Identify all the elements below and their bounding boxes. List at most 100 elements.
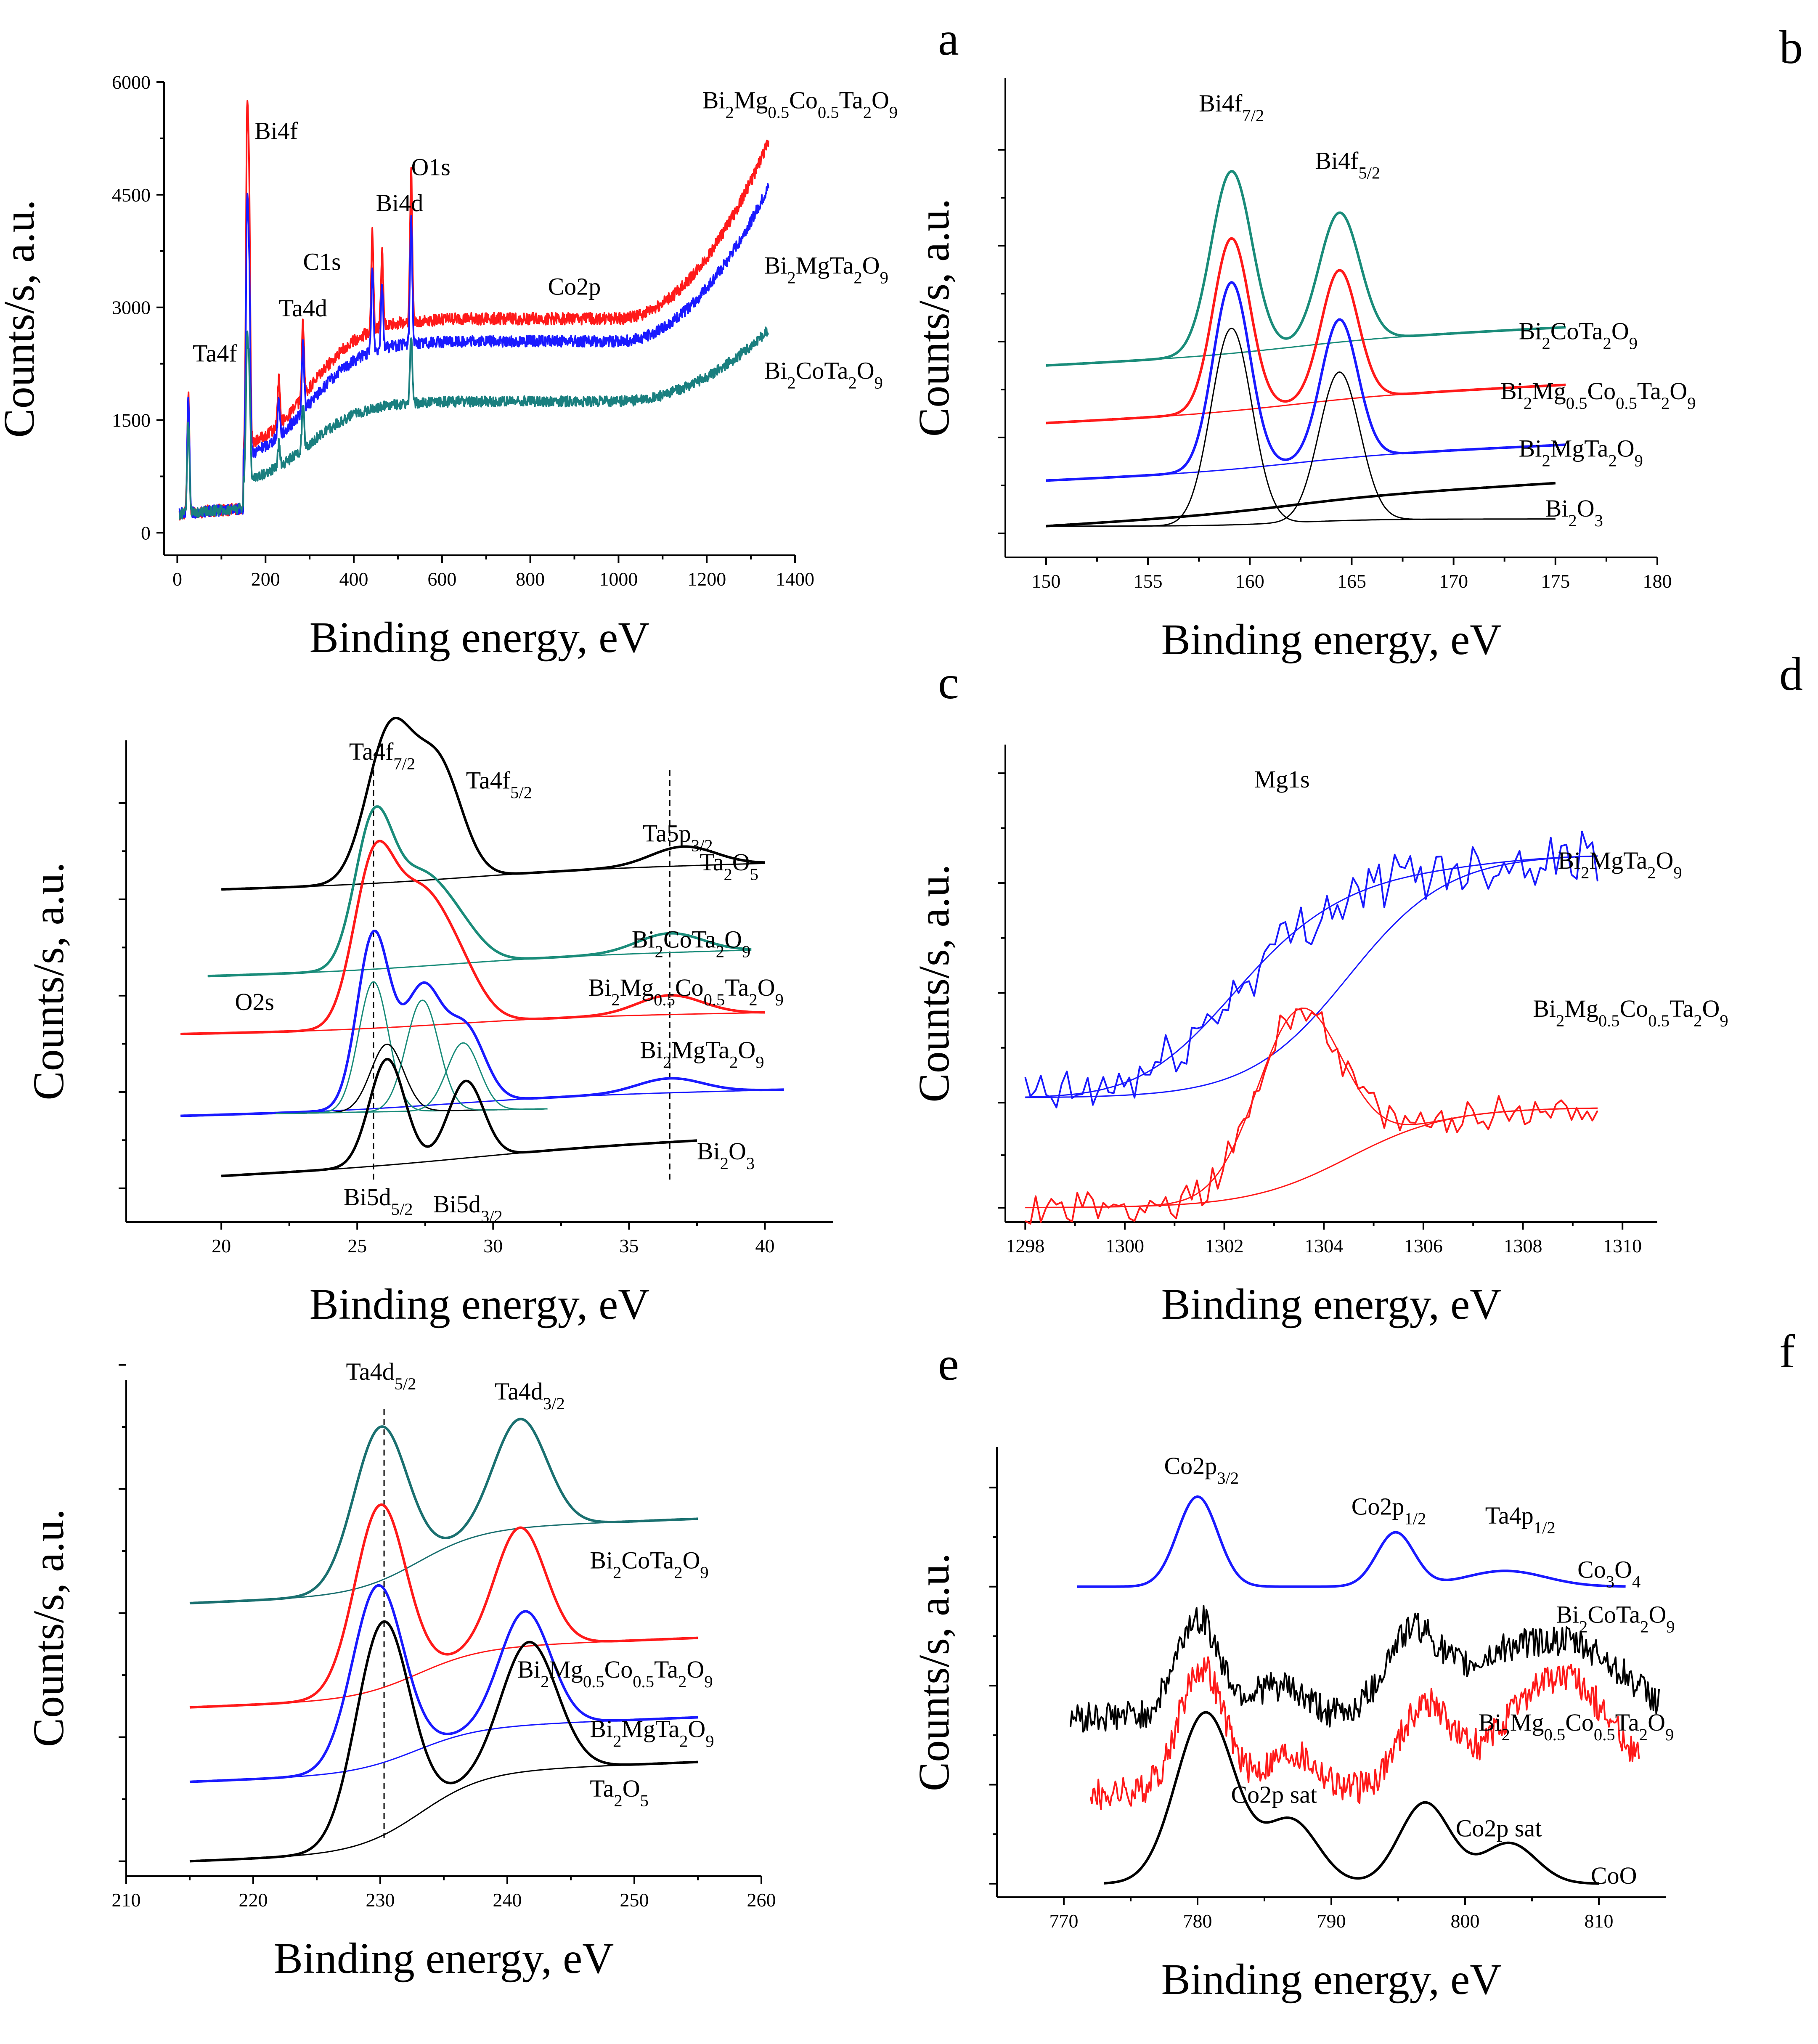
series-bicotao-background: [1046, 326, 1566, 366]
series-bimgtao-background: [1046, 444, 1566, 481]
series-bimgcotao: [180, 840, 765, 1035]
x-tick-label: 155: [1134, 570, 1163, 592]
y-axis-label: Counts/s, a.u.: [910, 199, 958, 437]
x-tick-label: 1200: [687, 568, 726, 590]
x-tick-label: 220: [239, 1889, 268, 1911]
peak-annotation: Bi4d: [376, 189, 423, 217]
series-label: Bi2Mg0.5Co0.5Ta2O9: [588, 974, 783, 1009]
panel-letter: e: [938, 1338, 959, 1390]
peak-annotation: Bi4f7/2: [1199, 90, 1264, 125]
peak-annotation: Co2p sat: [1456, 1815, 1542, 1842]
panel-letter: d: [1779, 648, 1803, 700]
series-label: Bi2MgTa2O9: [640, 1037, 764, 1072]
x-tick-label: 1304: [1304, 1235, 1343, 1257]
series-bimgtao-fit-component: [276, 1042, 548, 1114]
peak-annotation: Mg1s: [1254, 766, 1310, 793]
peak-annotation: Ta4f7/2: [349, 738, 415, 773]
series-bicotao: [1046, 170, 1566, 367]
y-axis-label: Counts/s, a.u.: [24, 1509, 73, 1747]
x-axis-label: Binding energy, eV: [1161, 615, 1502, 664]
peak-annotation: Bi5d5/2: [344, 1183, 413, 1219]
peak-annotation: Ta4f: [193, 339, 237, 367]
series-label: Bi2CoTa2O9: [764, 357, 883, 392]
peak-annotation: O2s: [235, 988, 274, 1015]
series-label: Bi2Mg0.5Co0.5Ta2O9: [1533, 995, 1728, 1030]
x-tick-label: 150: [1031, 570, 1060, 592]
x-tick-label: 600: [427, 568, 456, 590]
series-bimgcotao: [1089, 1656, 1640, 1811]
series-tao-background: [189, 1761, 698, 1862]
x-tick-label: 1400: [776, 568, 814, 590]
series-label: Bi2CoTa2O9: [1519, 317, 1638, 353]
series-label: Bi2O3: [697, 1137, 755, 1173]
series-bimgcotao-background: [1046, 384, 1566, 424]
series-label: Bi2Mg0.5Co0.5Ta2O9: [517, 1656, 713, 1691]
y-axis-label: Counts/s, a.u.: [24, 862, 73, 1100]
x-tick-label: 40: [755, 1235, 774, 1257]
x-tick-label: 180: [1643, 570, 1672, 592]
series-bimgtao-fit: [1025, 855, 1598, 1098]
panel-letter: f: [1779, 1326, 1795, 1378]
x-tick-label: 800: [1451, 1910, 1480, 1932]
series-coo: [1104, 1711, 1599, 1885]
series-label: Bi2Mg0.5Co0.5Ta2O9: [702, 87, 898, 122]
panel-e: 210 220 230 240 250 260 Binding energy, eV Coun…: [24, 1338, 959, 1983]
x-tick-label: 25: [347, 1235, 367, 1257]
series-label: CoO: [1591, 1862, 1637, 1889]
x-tick-label: 1300: [1105, 1235, 1144, 1257]
x-tick-label: 200: [251, 568, 280, 590]
series-tao: [189, 1620, 698, 1863]
x-axis-label: Binding energy, eV: [310, 1280, 650, 1328]
peak-annotation: Bi4f5/2: [1315, 147, 1380, 183]
series-label: Bi2O3: [1545, 495, 1603, 530]
series-label: Bi2MgTa2O9: [590, 1715, 714, 1751]
series-bicotao: [178, 326, 769, 520]
peak-annotation: O1s: [411, 153, 450, 180]
x-tick-label: 175: [1541, 570, 1570, 592]
y-axis-label: Counts/s, a.u.: [910, 1553, 958, 1791]
peak-annotation: Ta4f5/2: [466, 767, 532, 802]
x-axis-label: Binding energy, eV: [1161, 1955, 1502, 2004]
x-tick-label: 170: [1439, 570, 1468, 592]
x-tick-label: 30: [483, 1235, 503, 1257]
series-bimgtao-fit-component: [276, 1043, 548, 1114]
series-bicotao: [1069, 1605, 1660, 1733]
x-tick-label: 810: [1585, 1910, 1614, 1932]
panel-c: 20 25 30 35 40 Binding energy, eV Counts/s, a.…: [24, 657, 959, 1328]
peak-annotation: Ta4d: [279, 294, 327, 322]
x-tick-label: 20: [212, 1235, 231, 1257]
x-tick-label: 770: [1049, 1910, 1079, 1932]
x-tick-label: 800: [516, 568, 545, 590]
x-axis-label: Binding energy, eV: [1161, 1280, 1502, 1328]
peak-annotation: Ta4d3/2: [495, 1378, 565, 1413]
x-tick-label: 1298: [1006, 1235, 1044, 1257]
series-label: Bi2MgTa2O9: [1519, 435, 1643, 470]
series-bimgtao: [1024, 830, 1598, 1108]
x-tick-label: 790: [1317, 1910, 1346, 1932]
x-tick-label: 165: [1337, 570, 1366, 592]
peak-annotation: Co2p sat: [1231, 1781, 1317, 1808]
peak-annotation: Bi4f: [254, 117, 298, 145]
x-tick-label: 210: [112, 1889, 141, 1911]
y-tick-label: 0: [141, 522, 151, 543]
series-tao: [221, 716, 765, 891]
x-tick-label: 780: [1183, 1910, 1212, 1932]
series-label: Bi2CoTa2O9: [632, 925, 750, 961]
series-bimgtao-fit-component: [276, 999, 548, 1114]
x-tick-label: 160: [1235, 570, 1264, 592]
peak-annotation: Ta5p3/2: [643, 819, 713, 855]
series-label: Bi2CoTa2O9: [590, 1546, 708, 1582]
series-label: Bi2CoTa2O9: [1556, 1601, 1675, 1636]
y-tick-label: 4500: [112, 184, 151, 206]
peak-annotation: Ta4d5/2: [346, 1358, 416, 1393]
panel-letter: b: [1779, 21, 1803, 74]
x-tick-label: 1000: [599, 568, 638, 590]
peak-annotation: Co2p1/2: [1352, 1493, 1426, 1528]
series-label: Ta2O5: [700, 848, 758, 884]
panel-b: 150 155 160 165 170 175 180 Binding energy, eV C…: [910, 21, 1803, 664]
y-axis-label: Counts/s, a.u.: [0, 199, 43, 437]
y-tick-label: 3000: [112, 297, 151, 318]
peak-annotation: C1s: [303, 248, 341, 275]
series-bimgcotao-background: [1025, 1107, 1598, 1209]
